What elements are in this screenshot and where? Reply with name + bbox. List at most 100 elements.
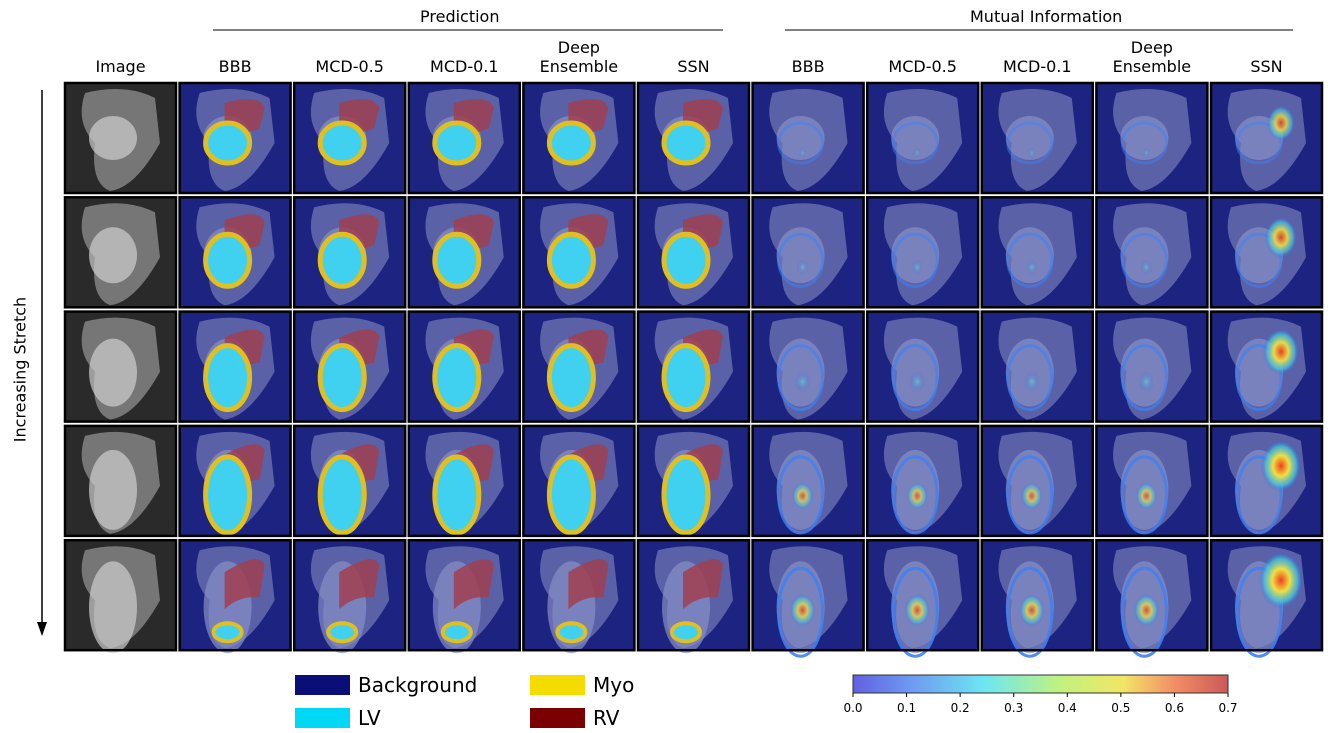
panel: [982, 426, 1093, 536]
uncertainty: [796, 259, 809, 275]
uncertainty: [1021, 482, 1042, 509]
legend-swatch: [295, 675, 350, 695]
lv: [549, 123, 593, 163]
panel: [294, 197, 405, 307]
panel: [180, 540, 291, 653]
lv: [672, 623, 700, 641]
uncertainty: [794, 371, 811, 393]
panel: [1211, 426, 1322, 536]
panel: [982, 197, 1093, 307]
figure: Prediction Mutual Information ImageBBBMC…: [0, 0, 1328, 733]
panel: [65, 197, 176, 307]
panel: [294, 426, 405, 536]
uncertainty: [1019, 594, 1044, 626]
panel: [638, 540, 749, 653]
lv: [664, 123, 708, 163]
colorbar-tick-label: 0.4: [1058, 701, 1077, 715]
panel: [638, 197, 749, 307]
uncertainty: [1026, 259, 1039, 275]
uncertainty: [1142, 148, 1150, 159]
legend-swatch: [295, 708, 350, 728]
legend-label: RV: [593, 706, 620, 730]
panel: [65, 540, 176, 653]
colorbar-tick-label: 0.2: [951, 701, 970, 715]
lv: [664, 346, 708, 410]
lv: [549, 457, 593, 533]
lv: [664, 457, 708, 533]
lv: [557, 623, 585, 641]
lv: [206, 457, 250, 533]
panel: [1211, 197, 1322, 307]
legend-swatch: [530, 675, 585, 695]
panel: [867, 197, 978, 307]
panel: [294, 540, 405, 653]
panel: [180, 312, 291, 422]
uncertainty: [911, 259, 924, 275]
lv: [664, 234, 708, 286]
panel: [867, 312, 978, 422]
uncertainty: [909, 371, 926, 393]
panel: [753, 312, 864, 422]
panel: [867, 426, 978, 536]
colorbar-tick-label: 0.5: [1111, 701, 1130, 715]
panel: [65, 83, 176, 193]
legend-swatch: [530, 708, 585, 728]
uncertainty: [790, 594, 815, 626]
lv: [435, 234, 479, 286]
panel: [409, 83, 520, 193]
lv: [320, 457, 364, 533]
panel: [294, 312, 405, 422]
colorbar-tick-label: 0.7: [1218, 701, 1237, 715]
lv: [435, 346, 479, 410]
panel: [409, 197, 520, 307]
arrow-head: [37, 622, 47, 636]
lv: [328, 623, 356, 641]
uncertainty: [913, 148, 921, 159]
panels: 0.00.10.20.30.40.50.60.7 BackgroundLVMyo…: [0, 0, 1328, 733]
uncertainty: [792, 482, 813, 509]
panel: [523, 312, 634, 422]
panel: [409, 312, 520, 422]
panel: [1096, 197, 1207, 307]
uncertainty: [1263, 328, 1299, 375]
lv: [206, 346, 250, 410]
uncertainty: [1265, 217, 1297, 258]
cavity: [89, 227, 137, 283]
uncertainty: [1140, 259, 1153, 275]
lv: [206, 234, 250, 286]
uncertainty: [1028, 148, 1036, 159]
panel: [753, 426, 864, 536]
panel: [523, 197, 634, 307]
panel: [982, 83, 1093, 193]
panel: [1211, 312, 1322, 422]
panel: [753, 540, 864, 656]
cavity: [89, 116, 137, 160]
panel: [867, 83, 978, 193]
panel: [523, 83, 634, 193]
panel: [294, 83, 405, 193]
cavity: [89, 339, 137, 407]
panel: [638, 83, 749, 193]
colorbar-tick-label: 0.1: [897, 701, 916, 715]
lv: [443, 623, 471, 641]
uncertainty: [1259, 551, 1304, 609]
colorbar: [853, 675, 1228, 693]
uncertainty: [907, 482, 928, 509]
uncertainty: [1267, 105, 1295, 141]
uncertainty: [1136, 482, 1157, 509]
panel: [1096, 83, 1207, 193]
uncertainty: [1023, 371, 1040, 393]
cavity: [89, 561, 137, 653]
panel: [1211, 83, 1322, 193]
panel: [65, 426, 176, 536]
lv: [549, 234, 593, 286]
lv: [320, 234, 364, 286]
cavity: [89, 450, 137, 530]
panel: [867, 540, 978, 656]
panel: [1211, 540, 1322, 656]
uncertainty: [798, 148, 806, 159]
panel: [753, 197, 864, 307]
panel: [523, 426, 634, 536]
colorbar-tick-label: 0.0: [843, 701, 862, 715]
lv: [214, 623, 242, 641]
